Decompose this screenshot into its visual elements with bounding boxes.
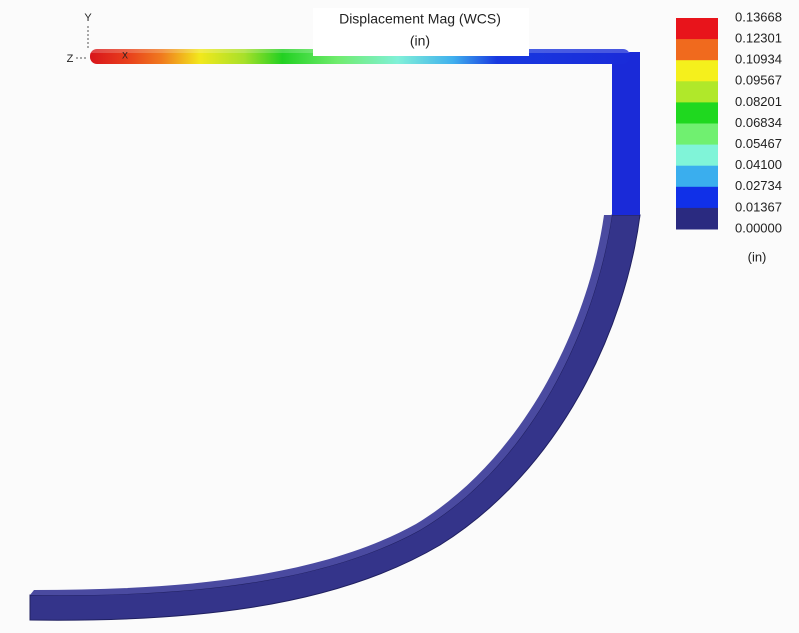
legend-band [676,39,718,61]
legend-label: 0.05467 [735,136,782,151]
legend-label: 0.10934 [735,52,782,67]
subtitle: (in) [410,33,430,49]
legend-label: 0.08201 [735,94,782,109]
legend-band [676,124,718,146]
legend-label: 0.06834 [735,115,782,130]
legend-label: 0.12301 [735,31,782,46]
fea-viewport: Y Z X Displacement Mag (WCS) (in) (in) 0… [0,0,799,633]
legend-band [676,60,718,82]
legend-label: 0.01367 [735,199,782,214]
legend-label: 0.02734 [735,178,782,193]
triad-y-label: Y [84,12,92,24]
vertical-block [612,52,640,215]
legend-unit: (in) [748,249,767,264]
legend-band [676,208,718,230]
legend-label: 0.09567 [735,73,782,88]
triad-x-label: X [122,50,128,60]
legend-band [676,102,718,124]
legend-label: 0.00000 [735,220,782,235]
legend-band [676,166,718,188]
legend-band [676,145,718,167]
title: Displacement Mag (WCS) [339,11,501,27]
legend-band [676,18,718,40]
legend-label: 0.13668 [735,9,782,24]
triad-z-label: Z [67,53,74,65]
legend-band [676,81,718,103]
page: Y Z X Displacement Mag (WCS) (in) (in) 0… [0,0,799,633]
legend-label: 0.04100 [735,157,782,172]
legend-band [676,187,718,209]
